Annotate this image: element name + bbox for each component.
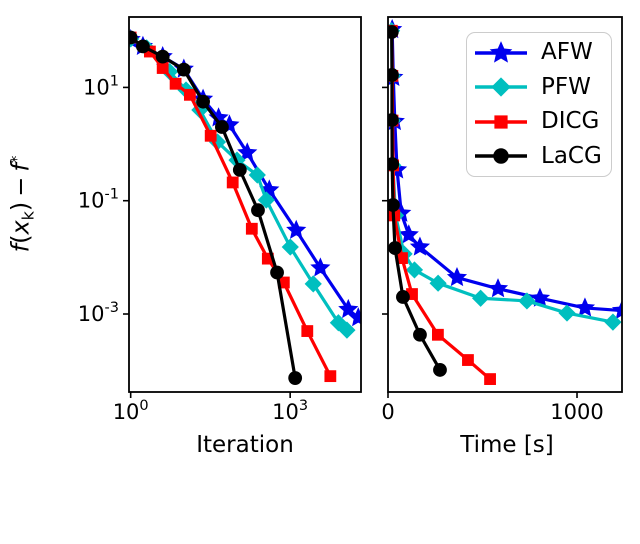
ylabel-f2: f — [6, 163, 35, 172]
ylabel-f1: f — [6, 243, 35, 253]
legend-entry-label: PFW — [541, 73, 591, 100]
iteration-plot-panel: 100 103 101 10-1 10-3 — [78, 16, 362, 424]
square-marker-icon — [475, 115, 527, 129]
lacg-curve — [129, 30, 303, 385]
lacg-curve — [388, 25, 447, 377]
circle-marker-icon — [475, 148, 527, 165]
legend-entry-afw: AFW — [472, 36, 611, 70]
plot-spines — [128, 16, 362, 393]
ylabel-x: x — [6, 220, 35, 235]
dicg-curve — [129, 31, 337, 383]
legend-entry-lacg: LaCG — [472, 139, 611, 173]
svg-text:101: 101 — [83, 73, 119, 99]
svg-text:100: 100 — [113, 398, 149, 424]
star-marker-icon — [475, 40, 527, 63]
ylabel-close-paren: ) — [6, 201, 35, 212]
pfw-curve — [129, 30, 356, 339]
ylabel-sub-k: k — [18, 211, 38, 221]
legend-entry-label: DICG — [541, 108, 600, 135]
svg-text:1000: 1000 — [550, 400, 603, 424]
ylabel-minus: − — [6, 176, 35, 197]
axis-ticks: 100 103 101 10-1 10-3 — [78, 73, 308, 424]
time-plot-panel: 0 1000 — [381, 16, 623, 424]
ylabel-sup-star: * — [7, 155, 26, 164]
x-axis-label-iteration: Iteration — [196, 432, 294, 458]
x-axis-label-time: Time [s] — [460, 432, 554, 458]
legend-entry-label: LaCG — [541, 142, 602, 169]
legend-entry-pfw: PFW — [472, 70, 611, 104]
y-axis-label: f(xk)−f* — [7, 156, 38, 253]
ylabel-open-paren: ( — [6, 234, 35, 244]
svg-text:103: 103 — [272, 398, 308, 424]
svg-text:10-1: 10-1 — [78, 187, 119, 213]
diamond-marker-icon — [475, 77, 527, 97]
svg-text:0: 0 — [381, 400, 394, 424]
axis-ticks: 0 1000 — [381, 86, 604, 424]
legend-entry-label: AFW — [541, 39, 593, 66]
svg-text:10-3: 10-3 — [78, 300, 119, 326]
legend-entry-dicg: DICG — [472, 105, 611, 139]
plot-spines — [387, 16, 623, 393]
legend-box: AFW PFW DICG LaCG — [466, 32, 612, 177]
